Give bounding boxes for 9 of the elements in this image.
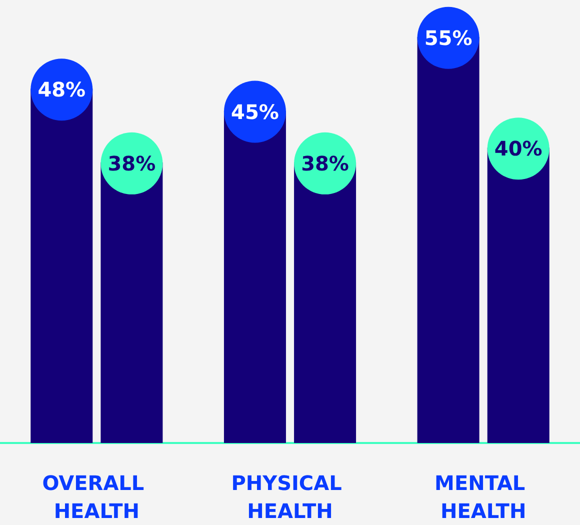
data-label: 48% bbox=[38, 78, 86, 102]
data-label: 38% bbox=[301, 151, 349, 176]
data-label: 40% bbox=[494, 136, 542, 161]
x-tick-label: OVERALL HEALTH bbox=[42, 471, 152, 523]
x-tick-label: MENTAL HEALTH bbox=[434, 471, 532, 523]
data-label: 55% bbox=[424, 26, 472, 50]
data-label: 38% bbox=[108, 151, 156, 176]
x-tick-label: PHYSICAL HEALTH bbox=[231, 471, 349, 523]
data-label: 45% bbox=[231, 100, 279, 124]
